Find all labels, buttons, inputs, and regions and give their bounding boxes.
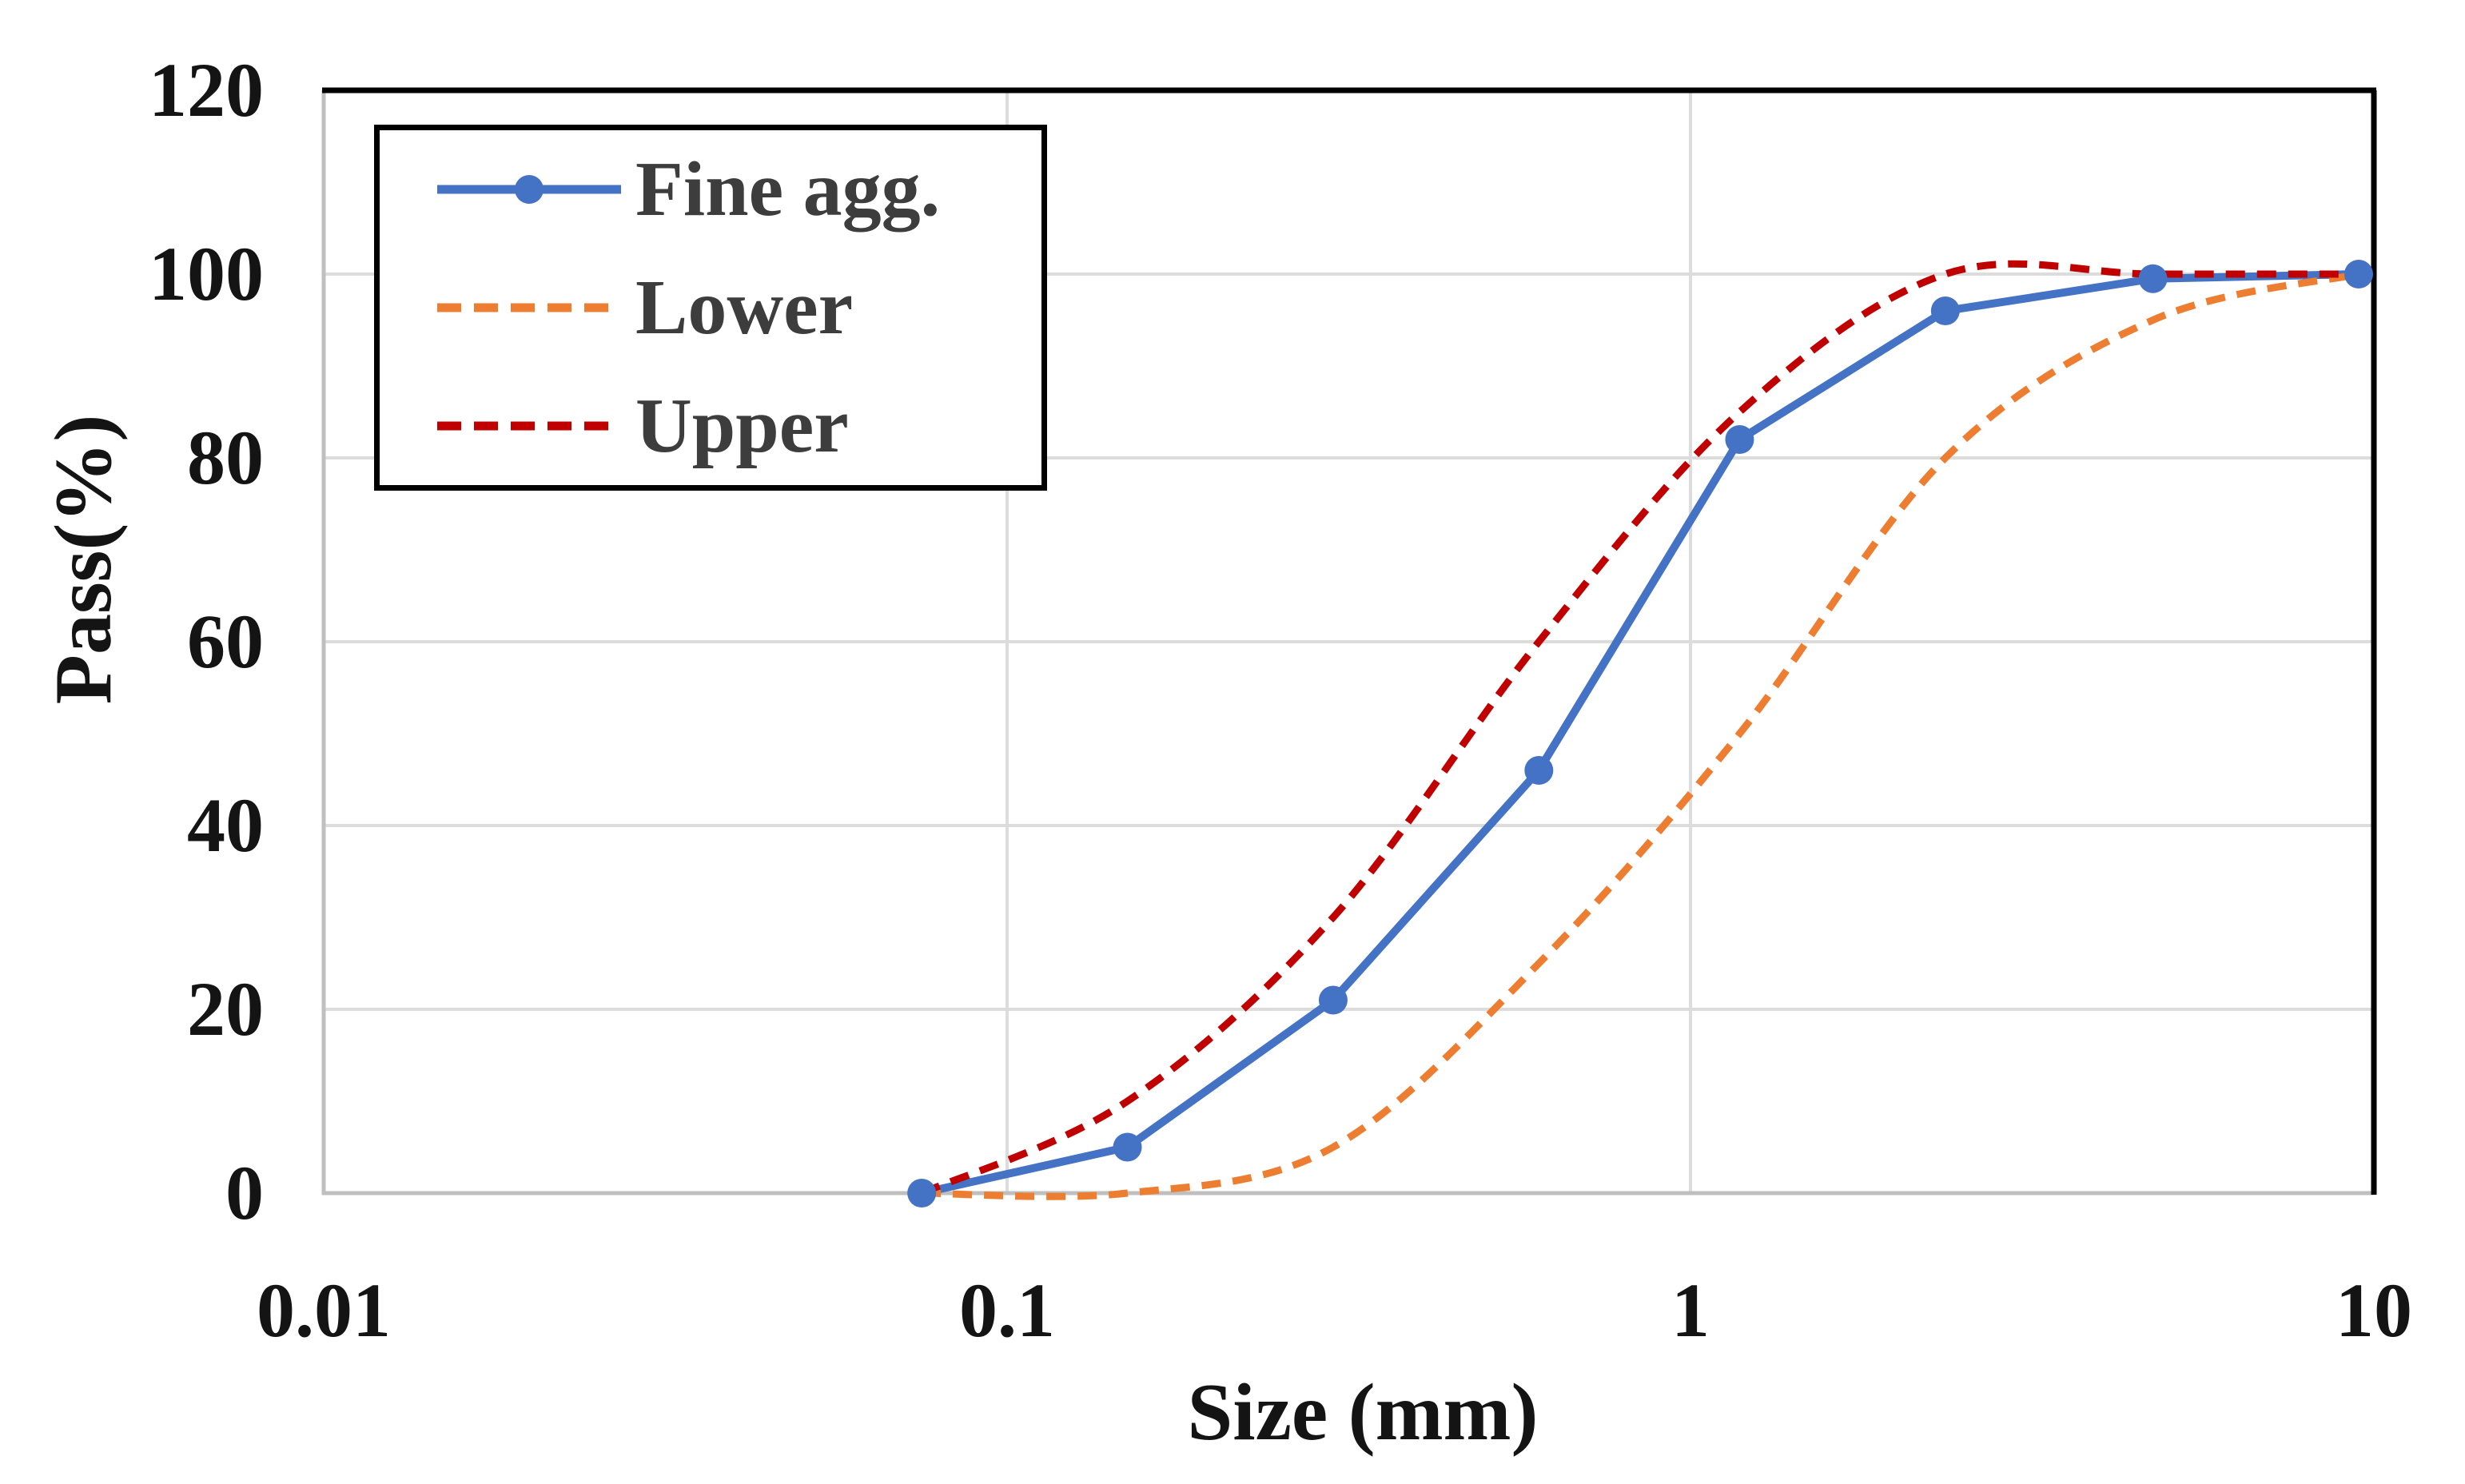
legend-item-fine-agg-: Fine agg. xyxy=(380,145,1041,233)
data-point-marker xyxy=(907,1179,937,1207)
data-point-marker xyxy=(1524,756,1554,785)
series-line-lower xyxy=(922,270,2359,1200)
series-line-upper xyxy=(920,260,2359,1197)
data-point-marker xyxy=(1725,425,1754,454)
legend-line-marker-icon xyxy=(437,175,621,204)
legend-box: Fine agg. Lower Upper xyxy=(374,125,1047,491)
y-tick-label: 20 xyxy=(187,966,264,1052)
y-tick-label: 80 xyxy=(187,415,264,500)
data-point-marker xyxy=(1930,296,1960,325)
legend-dashed-line-icon xyxy=(437,303,621,312)
x-tick-label: 0.1 xyxy=(959,1267,1055,1353)
legend-item-upper: Upper xyxy=(380,382,1041,470)
x-axis-title: Size (mm) xyxy=(1187,1367,1539,1458)
data-point-marker xyxy=(1318,985,1348,1015)
x-tick-label: 0.01 xyxy=(257,1267,391,1353)
data-point-marker xyxy=(2344,260,2373,288)
y-tick-label: 0 xyxy=(225,1150,264,1235)
y-tick-label: 100 xyxy=(149,231,264,316)
series-line-fine-agg- xyxy=(921,270,2359,1197)
y-tick-label: 60 xyxy=(187,599,264,684)
data-point-marker xyxy=(2138,264,2168,293)
y-tick-label: 120 xyxy=(149,47,264,133)
data-point-marker xyxy=(1113,1132,1142,1162)
x-tick-label: 1 xyxy=(1671,1267,1710,1353)
y-tick-label: 40 xyxy=(187,782,264,868)
legend-dashed-line-icon xyxy=(437,421,621,431)
legend-label: Fine agg. xyxy=(635,146,941,233)
legend-label: Lower xyxy=(635,265,854,351)
legend-label: Upper xyxy=(635,383,849,469)
x-tick-label: 10 xyxy=(2336,1267,2412,1353)
legend-item-lower: Lower xyxy=(380,264,1041,352)
